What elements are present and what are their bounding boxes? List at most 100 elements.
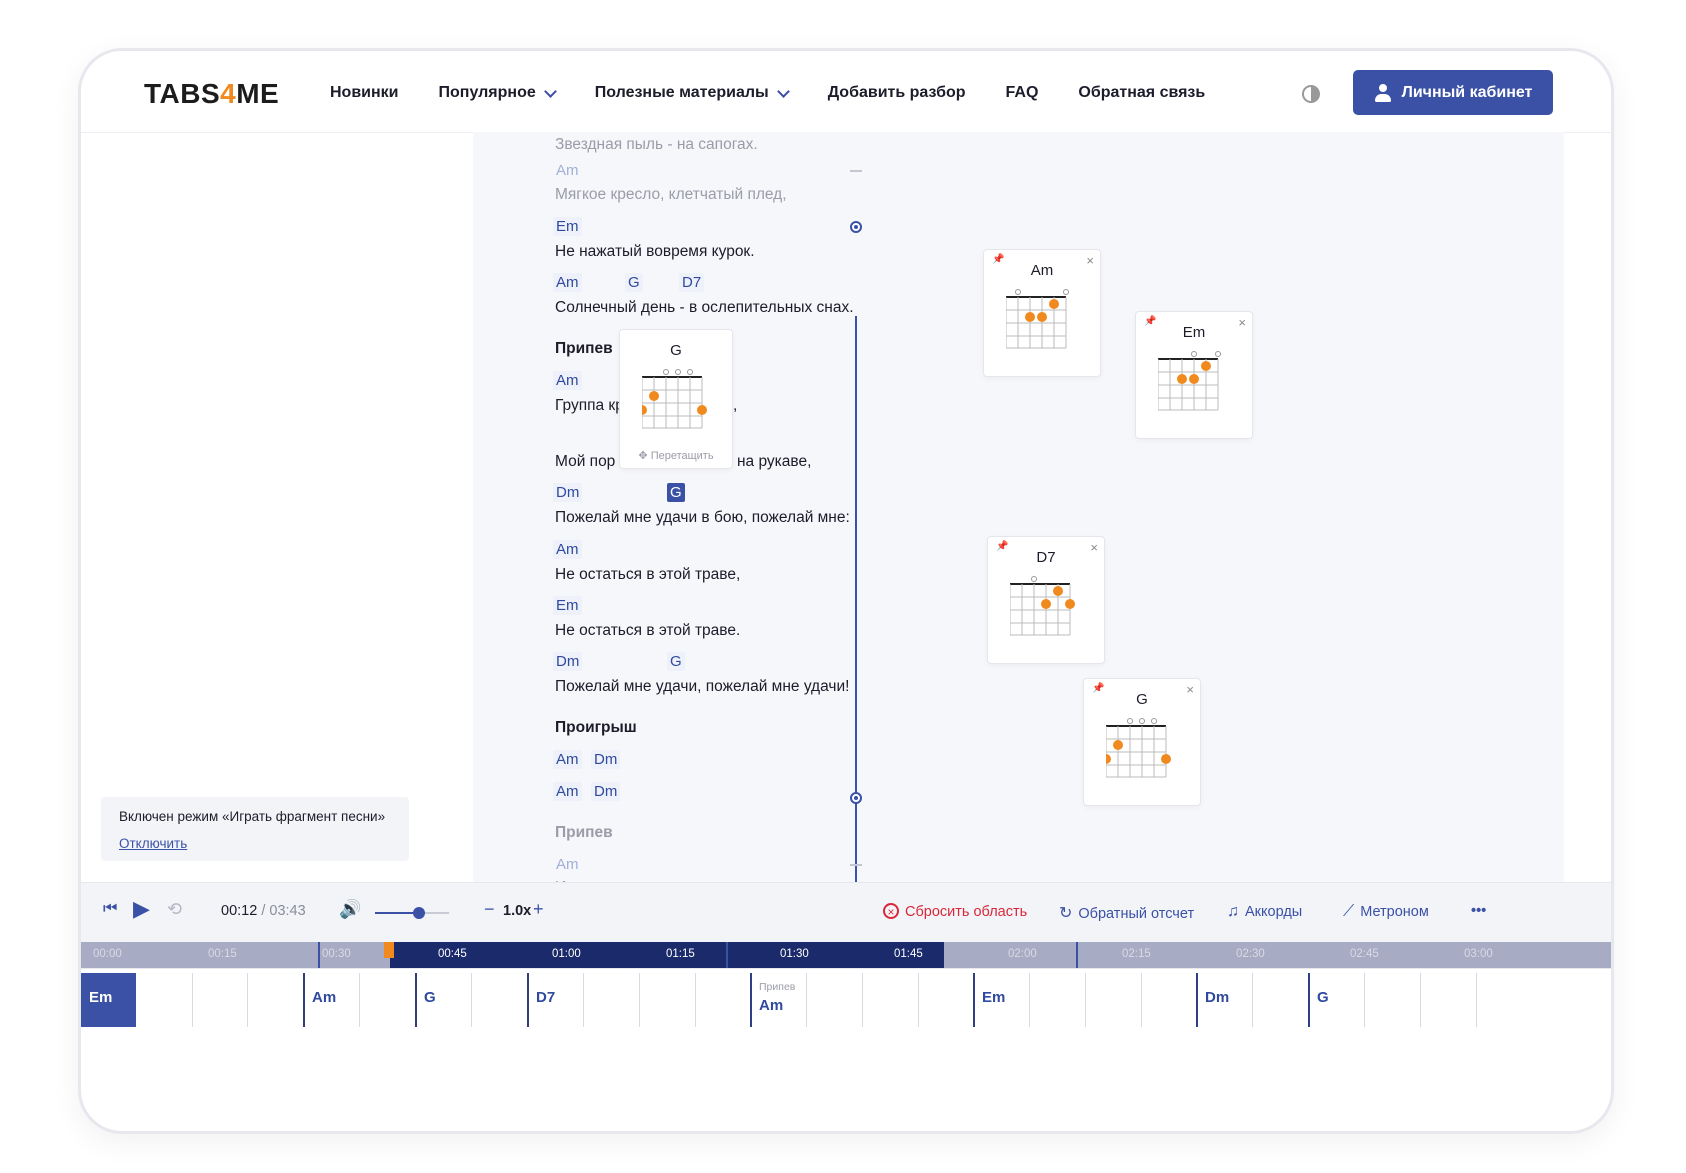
lyric-line: Пожелай мне удачи в бою, пожелай мне:: [555, 509, 850, 526]
strip-chord[interactable]: G: [1317, 989, 1329, 1006]
strip-chord[interactable]: Em: [982, 989, 1006, 1006]
section-title: Припев: [555, 824, 613, 841]
chord-label[interactable]: Dm: [591, 782, 621, 801]
pin-icon[interactable]: 📌: [1092, 683, 1105, 694]
tick-label: 00:30: [322, 948, 351, 960]
chord-label[interactable]: Dm: [591, 750, 621, 769]
close-icon[interactable]: ×: [1086, 253, 1094, 268]
strip-chord[interactable]: Am: [312, 989, 337, 1006]
drag-handle[interactable]: ✥ Перетащить: [638, 450, 714, 462]
volume-icon[interactable]: 🔊: [339, 899, 362, 919]
current-chord-cell[interactable]: [81, 973, 136, 1027]
lyric-line: Не остаться в этой траве,: [555, 566, 741, 583]
lyric-line: Солнечный день - в ослепительных снах.: [555, 299, 854, 316]
strip-chord[interactable]: Dm: [1205, 989, 1230, 1006]
player-bar: ⏮ ▶ ⟲ 00:12 / 03:43 🔊 − 1.0x + × Сбросить…: [81, 882, 1611, 943]
lyric-line: Звездная пыль - на сапогах.: [555, 136, 758, 153]
user-icon: [1374, 83, 1392, 102]
chord-diagram-g: [642, 369, 707, 429]
nav-new[interactable]: Новинки: [330, 84, 399, 101]
header: TABS4ME Новинки Популярное Полезные мате…: [81, 51, 1611, 133]
music-note-icon: ♫: [1227, 903, 1239, 920]
chord-strip: Em Am G D7 Припев Am Em Dm G: [81, 968, 1611, 1029]
chord-card-d7[interactable]: 📌 × D7: [987, 536, 1105, 664]
chord-label[interactable]: Am: [556, 856, 579, 873]
chord-label[interactable]: G: [625, 273, 643, 292]
strip-chord[interactable]: D7: [536, 989, 556, 1006]
beat-line: [192, 973, 193, 1027]
chord-label-hovered[interactable]: G: [667, 483, 685, 502]
chords-button[interactable]: ♫ Аккорды: [1227, 903, 1303, 920]
logo[interactable]: TABS4ME: [144, 78, 280, 109]
pin-icon[interactable]: 📌: [996, 541, 1009, 552]
close-icon[interactable]: ×: [1238, 315, 1246, 330]
metronome-button[interactable]: ⟋ Метроном: [1343, 903, 1429, 920]
theme-toggle-icon[interactable]: [1302, 85, 1320, 103]
lyric-line: Пожелай мне удачи, пожелай мне удачи!: [555, 678, 850, 695]
bar-line: [973, 973, 975, 1027]
timeline-divider: [318, 942, 320, 968]
nav-faq[interactable]: FAQ: [1005, 84, 1039, 101]
chord-label[interactable]: Am: [553, 371, 582, 390]
lyric-line: Мягкое кресло, клетчатый плед,: [555, 186, 787, 203]
nav-materials[interactable]: Полезные материалы: [595, 84, 790, 102]
beat-line: [1141, 973, 1142, 1027]
chord-card-em[interactable]: 📌 × Em: [1135, 311, 1253, 439]
more-button[interactable]: •••: [1471, 903, 1487, 919]
speed-minus-button[interactable]: −: [484, 899, 495, 919]
fragment-dash: [850, 170, 862, 172]
disable-fragment-link[interactable]: Отключить: [119, 836, 188, 851]
beat-line: [639, 973, 640, 1027]
lyric-line: Не нажатый вовремя курок.: [555, 243, 755, 260]
repeat-icon[interactable]: ⟲: [167, 899, 183, 919]
chevron-down-icon: [543, 84, 557, 98]
chord-label[interactable]: Am: [553, 782, 582, 801]
tick-label: 01:30: [780, 948, 809, 960]
chord-popup-g[interactable]: G ✥ Перетащить: [619, 329, 733, 469]
bar-line: [303, 973, 305, 1027]
pin-icon[interactable]: 📌: [992, 254, 1005, 265]
bar-line: [750, 973, 752, 1027]
chord-label[interactable]: G: [667, 652, 685, 671]
chord-label[interactable]: Dm: [553, 652, 583, 671]
beat-line: [862, 973, 863, 1027]
strip-chord[interactable]: Am: [759, 997, 784, 1014]
tick-label: 00:15: [208, 948, 237, 960]
beat-line: [1029, 973, 1030, 1027]
chord-label[interactable]: Dm: [553, 483, 583, 502]
timeline[interactable]: 00:00 00:15 00:30 00:45 01:00 01:15 01:3…: [81, 942, 1611, 968]
chord-label[interactable]: Am: [553, 540, 582, 559]
countdown-button[interactable]: ↻ Обратный отсчет: [1059, 905, 1195, 922]
pin-icon[interactable]: 📌: [1144, 316, 1157, 327]
volume-slider[interactable]: [375, 907, 449, 919]
nav-add-tab[interactable]: Добавить разбор: [827, 84, 966, 101]
reset-area-button[interactable]: × Сбросить область: [883, 903, 1027, 920]
close-icon[interactable]: ×: [1186, 682, 1194, 697]
fragment-start-handle[interactable]: [850, 221, 862, 233]
chord-label[interactable]: Em: [553, 217, 582, 236]
bar-line: [527, 973, 529, 1027]
chord-label[interactable]: Am: [553, 750, 582, 769]
chord-label[interactable]: D7: [679, 273, 705, 292]
chord-label[interactable]: Am: [553, 273, 582, 292]
chord-card-am[interactable]: 📌 × Am: [983, 249, 1101, 377]
beat-line: [918, 973, 919, 1027]
account-button[interactable]: Личный кабинет: [1353, 70, 1553, 115]
close-icon[interactable]: ×: [1090, 540, 1098, 555]
chord-card-g[interactable]: 📌 × G: [1083, 678, 1201, 806]
song-content: Звездная пыль - на сапогах. Am Мягкое кр…: [473, 132, 1564, 962]
speed-plus-button[interactable]: +: [533, 899, 544, 919]
skip-back-icon[interactable]: ⏮: [103, 900, 118, 917]
fragment-end-handle[interactable]: [850, 792, 862, 804]
chord-label[interactable]: Am: [556, 162, 579, 179]
selected-range[interactable]: [390, 942, 944, 968]
volume-knob[interactable]: [413, 907, 426, 919]
play-icon[interactable]: ▶: [133, 896, 150, 921]
chord-label[interactable]: Em: [553, 596, 582, 615]
nav-feedback[interactable]: Обратная связь: [1078, 84, 1206, 101]
strip-chord[interactable]: Em: [89, 989, 113, 1006]
strip-chord[interactable]: G: [424, 989, 436, 1006]
nav-popular[interactable]: Популярное: [439, 84, 557, 102]
beat-line: [1364, 973, 1365, 1027]
playhead-marker[interactable]: [384, 942, 394, 958]
